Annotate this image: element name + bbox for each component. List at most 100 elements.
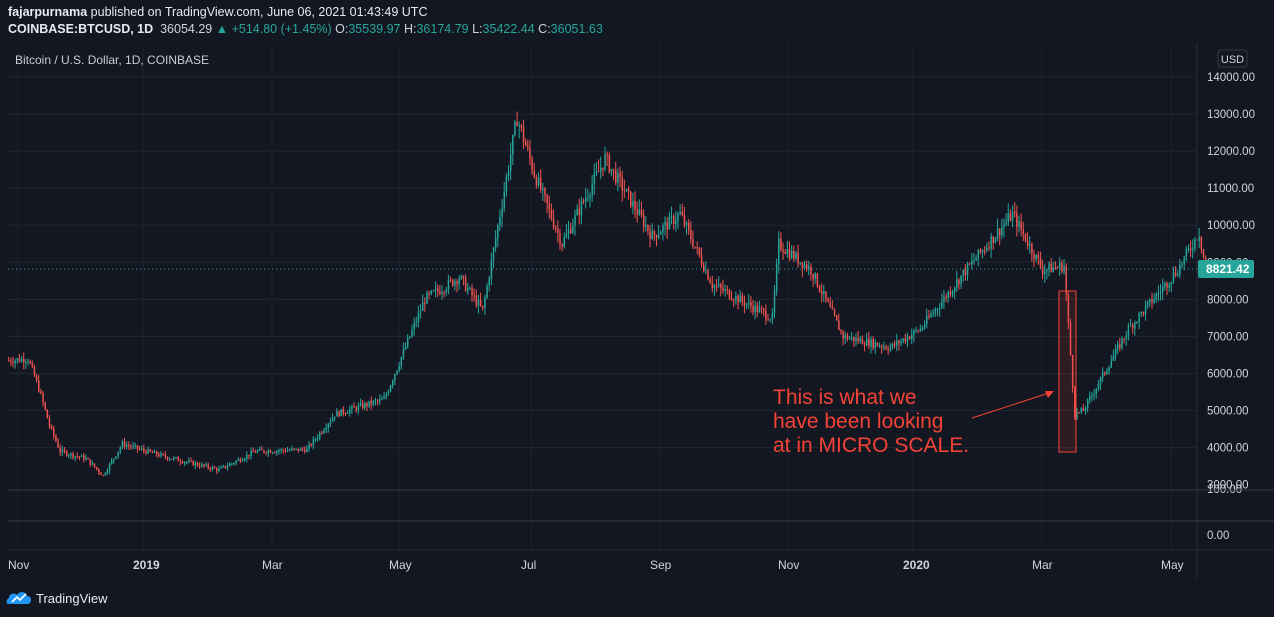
candle-body: [198, 465, 201, 467]
price-chart[interactable]: 14000.00 13000.00 12000.00 11000.00 10000.00…: [0, 44, 1274, 579]
candle-body: [788, 249, 791, 259]
candle-body: [297, 448, 300, 451]
annotation-arrow: [971, 391, 1053, 419]
time-tick-label: 2019: [133, 558, 160, 572]
candle-body: [342, 409, 345, 414]
candle-body: [1144, 305, 1147, 315]
candle-body: [550, 208, 553, 219]
candle-body: [366, 403, 368, 407]
candle-body: [149, 449, 152, 452]
candle-body: [698, 247, 701, 256]
candle-body: [312, 439, 315, 446]
candle-body: [1174, 272, 1177, 276]
candle-body: [855, 337, 857, 342]
candle-body: [12, 362, 14, 364]
candle-body: [518, 125, 521, 127]
candle-body: [432, 290, 435, 292]
candle-body: [726, 289, 729, 291]
candle-body: [745, 303, 748, 306]
candle-body: [748, 301, 750, 304]
candle-body: [700, 255, 703, 265]
candle-body: [331, 417, 334, 422]
candle-body: [488, 278, 490, 286]
candle-body: [1095, 388, 1098, 394]
candle-body: [183, 462, 186, 464]
candle-body: [941, 301, 943, 308]
candle-body: [394, 374, 396, 381]
candle-body: [1194, 239, 1196, 249]
candle-body: [115, 456, 117, 459]
candle-body: [123, 441, 126, 447]
candle-body: [578, 208, 581, 216]
candle-body: [923, 324, 926, 328]
candle-body: [675, 220, 677, 224]
candle-body: [1185, 249, 1188, 257]
candle-body: [805, 264, 808, 270]
candle-body: [505, 176, 508, 192]
candle-body: [168, 458, 171, 460]
publisher-name[interactable]: fajarpurnama: [8, 5, 88, 19]
candle-body: [786, 249, 789, 254]
candle-body: [344, 413, 347, 415]
candle-body: [80, 455, 83, 458]
candle-body: [1162, 286, 1164, 292]
candle-body: [896, 340, 898, 346]
candle-body: [308, 444, 310, 449]
candle-body: [417, 312, 420, 322]
candle-body: [1179, 264, 1181, 276]
candle-body: [715, 285, 718, 287]
candle-body: [872, 339, 874, 348]
candle-body: [456, 281, 458, 285]
candle-body: [994, 237, 997, 243]
candle-body: [542, 188, 544, 190]
candle-body: [1168, 285, 1170, 288]
candle-body: [44, 402, 46, 410]
candle-body: [640, 209, 643, 216]
candle-body: [1138, 313, 1140, 322]
chart-area[interactable]: 14000.00 13000.00 12000.00 11000.00 10000.00…: [0, 44, 1274, 579]
candle-body: [874, 342, 877, 348]
candle-body: [310, 444, 312, 446]
candle-body: [203, 464, 205, 466]
candle-body: [516, 122, 518, 126]
candle-body: [514, 122, 516, 135]
candle-body: [1136, 321, 1138, 323]
candle-body: [692, 239, 694, 247]
candle-body: [460, 276, 463, 279]
candle-body: [479, 300, 482, 306]
candle-body: [134, 445, 137, 447]
candle-body: [475, 295, 478, 306]
candle-body: [829, 302, 832, 308]
currency-badge[interactable]: [1217, 49, 1248, 68]
candle-body: [113, 458, 115, 461]
candle-body: [1151, 298, 1153, 303]
candle-body: [286, 450, 289, 452]
candle-body: [846, 335, 849, 340]
price-tick-label: 6000.00: [1207, 368, 1249, 380]
candle-body: [690, 229, 692, 240]
candle-body: [477, 300, 480, 306]
candle-body: [140, 448, 143, 450]
candle-body: [353, 406, 355, 408]
candle-body: [968, 263, 971, 265]
candle-body: [1078, 411, 1080, 413]
tradingview-logo-icon: [6, 592, 31, 604]
candle-body: [447, 279, 450, 290]
candle-body: [797, 252, 799, 264]
candle-body: [213, 467, 216, 469]
candle-body: [881, 346, 883, 348]
candle-body: [799, 262, 802, 264]
time-tick-label: Nov: [778, 558, 799, 572]
tradingview-footer[interactable]: TradingView: [6, 590, 108, 606]
time-axis[interactable]: Nov 2019 Mar May Jul Sep Nov 2020 Mar May: [8, 558, 1184, 572]
candle-body: [239, 459, 242, 462]
price-axis[interactable]: 14000.00 13000.00 12000.00 11000.00 10000.00…: [1207, 72, 1255, 542]
candle-body: [1089, 396, 1091, 400]
micro-scale-highlight: [1058, 290, 1077, 453]
candle-body: [681, 211, 684, 216]
candle-body: [46, 409, 49, 419]
candle-body: [50, 425, 53, 428]
candle-body: [803, 264, 806, 269]
candle-body: [469, 287, 471, 289]
candle-body: [1001, 227, 1003, 236]
